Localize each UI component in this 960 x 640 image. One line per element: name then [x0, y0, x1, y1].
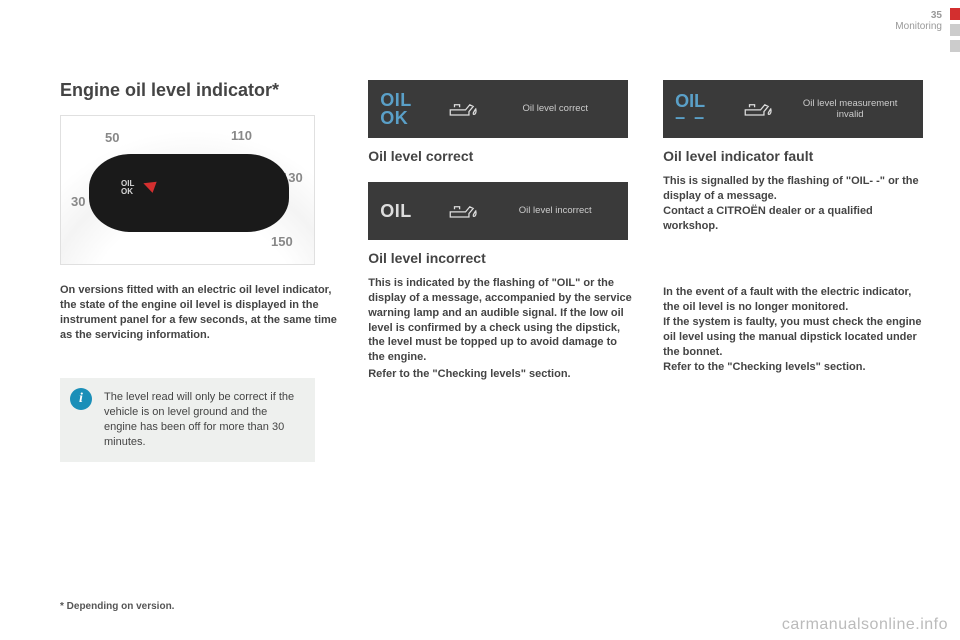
side-tab-active — [950, 8, 960, 20]
side-tabs — [950, 8, 960, 56]
side-tab-inactive — [950, 24, 960, 36]
page-title: Engine oil level indicator* — [60, 80, 340, 101]
heading-oil-incorrect: Oil level incorrect — [368, 250, 635, 266]
dial-mark: 30 — [71, 194, 85, 209]
gauge-window — [89, 154, 289, 232]
oil-can-icon — [741, 99, 775, 119]
dial-mark: 110 — [231, 128, 252, 143]
paragraph-fault-1: This is signalled by the flashing of "OI… — [663, 174, 930, 204]
watermark: carmanualsonline.info — [782, 616, 948, 634]
indicator-label: Oil level incorrect — [494, 205, 616, 216]
column-3: OIL– – Oil level measurement invalid Oil… — [663, 80, 930, 462]
indicator-big-text: OILOK — [380, 91, 432, 127]
indicator-oil-incorrect: OIL Oil level incorrect — [368, 182, 628, 240]
side-tab-inactive — [950, 40, 960, 52]
intro-paragraph: On versions fitted with an electric oil … — [60, 283, 340, 342]
page-header: 35 Monitoring — [895, 10, 942, 32]
heading-oil-correct: Oil level correct — [368, 148, 635, 164]
heading-oil-fault: Oil level indicator fault — [663, 148, 930, 164]
indicator-oil-correct: OILOK Oil level correct — [368, 80, 628, 138]
section-name: Monitoring — [895, 21, 942, 32]
indicator-big-text: OIL– – — [675, 93, 727, 125]
info-box: i The level read will only be correct if… — [60, 378, 315, 461]
info-box-text: The level read will only be correct if t… — [104, 391, 294, 448]
paragraph-oil-incorrect-ref: Refer to the "Checking levels" section. — [368, 367, 635, 382]
page-number: 35 — [895, 10, 942, 21]
indicator-oil-fault: OIL– – Oil level measurement invalid — [663, 80, 923, 138]
paragraph-oil-incorrect: This is indicated by the flashing of "OI… — [368, 276, 635, 365]
oil-can-icon — [446, 99, 480, 119]
paragraph-fault-4: If the system is faulty, you must check … — [663, 315, 930, 360]
paragraph-fault-5: Refer to the "Checking levels" section. — [663, 360, 930, 375]
column-1: Engine oil level indicator* 30 50 110 13… — [60, 80, 340, 462]
dial-mark: 150 — [271, 234, 293, 249]
dial-mark: 50 — [105, 130, 119, 145]
gauge-illustration: 30 50 110 130 150 OILOK ◄ — [60, 115, 315, 265]
gauge-window-text: OILOK — [121, 180, 134, 196]
indicator-big-text: OIL — [380, 202, 432, 220]
indicator-label: Oil level correct — [494, 103, 616, 114]
indicator-label: Oil level measurement invalid — [789, 98, 911, 121]
info-icon: i — [70, 388, 92, 410]
oil-can-icon — [446, 201, 480, 221]
paragraph-fault-2: Contact a CITROËN dealer or a qualified … — [663, 204, 930, 234]
footnote: * Depending on version. — [60, 601, 174, 612]
column-2: OILOK Oil level correct Oil level correc… — [368, 80, 635, 462]
paragraph-fault-3: In the event of a fault with the electri… — [663, 285, 930, 315]
